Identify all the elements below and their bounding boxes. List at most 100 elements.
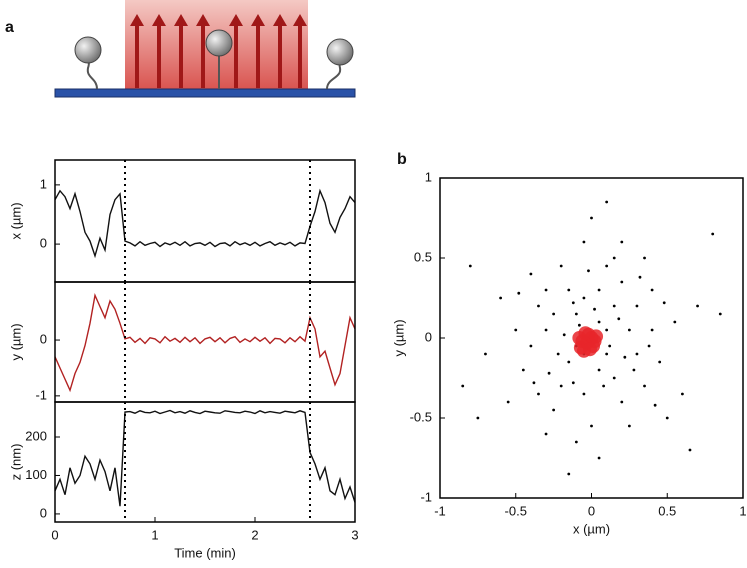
y-tick-label: 0: [425, 329, 432, 344]
panel-label: a: [5, 19, 14, 36]
point: [517, 291, 521, 295]
tether: [86, 59, 98, 90]
y-tick-label: 0: [40, 331, 47, 346]
point: [476, 416, 480, 420]
point: [627, 424, 631, 428]
x-tick-label: 0: [51, 527, 58, 542]
point: [484, 352, 487, 356]
point: [612, 304, 616, 308]
x-tick-label: 1: [739, 503, 746, 518]
point: [552, 408, 556, 412]
y-tick-label: 0: [40, 236, 47, 251]
point: [597, 456, 601, 460]
point: [620, 240, 624, 244]
point: [582, 296, 586, 300]
point: [521, 368, 525, 372]
y-tick-label: -0.5: [410, 409, 432, 424]
y-tick-label: 0.5: [414, 249, 432, 264]
point: [529, 272, 533, 276]
y-tick-label: 1: [40, 176, 47, 191]
point: [461, 384, 465, 388]
trace: [54, 188, 356, 259]
point: [577, 323, 581, 327]
point: [587, 269, 590, 273]
point: [643, 256, 646, 260]
point: [605, 352, 609, 356]
x-tick-label: -0.5: [505, 503, 527, 518]
point: [567, 288, 571, 292]
point: [529, 344, 533, 348]
point: [572, 331, 587, 345]
y-axis-label: y (µm): [391, 319, 406, 356]
point: [597, 368, 601, 372]
schematic: [54, 0, 356, 98]
point: [711, 232, 715, 236]
bead: [326, 38, 354, 66]
point: [537, 392, 540, 396]
point: [567, 360, 571, 364]
point: [574, 440, 578, 444]
point: [638, 275, 642, 279]
x-tick-label: 2: [251, 527, 258, 542]
x-axis-label: x (µm): [573, 521, 610, 536]
y-tick-label: 200: [25, 428, 47, 443]
point: [718, 312, 722, 316]
point: [662, 301, 666, 305]
y-tick-label: 0: [40, 505, 47, 520]
point: [658, 360, 662, 364]
point: [499, 296, 502, 300]
point: [544, 328, 548, 332]
point: [632, 368, 636, 372]
x-axis-label: Time (min): [174, 545, 236, 560]
point: [602, 384, 606, 388]
point: [647, 344, 651, 348]
point: [582, 342, 597, 357]
panel-label: b: [397, 151, 407, 168]
point: [559, 264, 563, 268]
point: [582, 392, 586, 396]
point: [635, 352, 639, 356]
trace: [54, 409, 356, 507]
point: [544, 288, 548, 292]
surface: [54, 88, 356, 98]
y-tick-label: -1: [35, 387, 47, 402]
point: [559, 384, 563, 388]
point: [623, 355, 627, 359]
point: [506, 400, 510, 404]
arrows: [130, 14, 307, 88]
plot-frame: [54, 401, 356, 523]
y-axis-label: z (nm): [8, 444, 23, 481]
point: [514, 328, 518, 332]
y-tick-label: -1: [420, 489, 432, 504]
y-tick-label: 100: [25, 467, 47, 482]
x-tick-label: 3: [351, 527, 358, 542]
point: [605, 200, 609, 204]
point: [571, 301, 575, 305]
tether: [326, 61, 342, 90]
point: [673, 320, 677, 324]
point: [650, 288, 654, 292]
trace: [54, 293, 356, 393]
point: [552, 312, 556, 316]
point: [608, 344, 612, 348]
point: [681, 392, 684, 396]
point: [696, 304, 699, 308]
bead: [205, 29, 233, 57]
point: [582, 240, 586, 244]
y-tick-label: 1: [425, 169, 432, 184]
point: [537, 304, 540, 308]
point: [617, 317, 621, 321]
y-axis-label: y (µm): [8, 323, 23, 360]
point: [597, 288, 601, 292]
x-tick-label: -1: [434, 503, 446, 518]
y-axis-label: x (µm): [8, 202, 23, 239]
point: [562, 333, 566, 337]
x-tick-label: 0.5: [658, 503, 676, 518]
x-tick-label: 1: [151, 527, 158, 542]
point: [571, 381, 575, 385]
point: [635, 304, 639, 308]
point: [590, 424, 593, 428]
point: [653, 403, 657, 407]
point: [532, 381, 536, 385]
